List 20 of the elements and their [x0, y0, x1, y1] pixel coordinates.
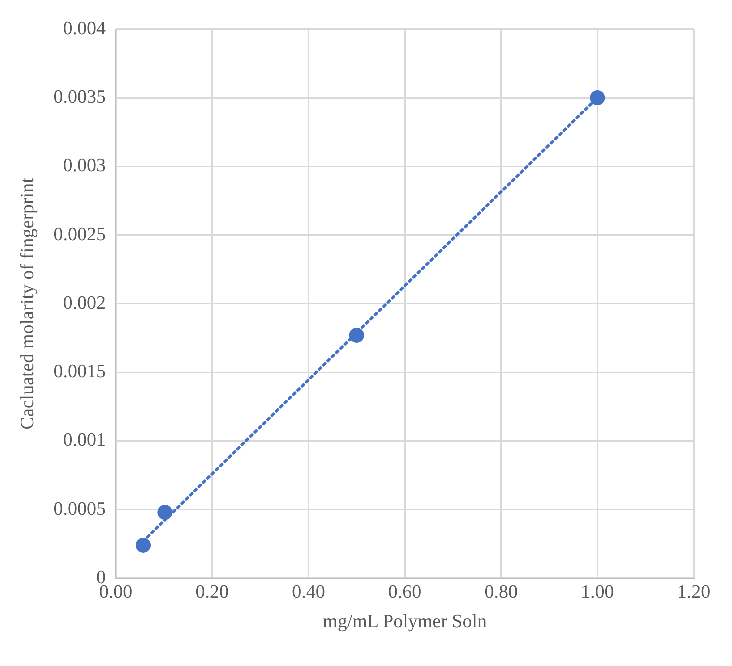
y-tick-label: 0.0035 — [54, 87, 106, 108]
x-tick-label: 0.20 — [196, 582, 229, 603]
x-tick-label: 1.20 — [677, 582, 711, 603]
y-axis-title: Cacluated molarity of fingerprint — [17, 177, 38, 430]
x-axis-title: mg/mL Polymer Soln — [323, 612, 488, 633]
x-tick-label: 0.60 — [388, 582, 422, 603]
x-tick-label: 1.00 — [581, 582, 614, 603]
point — [136, 538, 152, 553]
x-tick-label: 0.40 — [292, 582, 326, 603]
point — [158, 505, 173, 520]
y-tick-label: 0.003 — [63, 156, 106, 177]
y-tick-label: 0.0015 — [54, 362, 106, 383]
y-tick-label: 0.001 — [63, 430, 106, 452]
y-tick-label: 0.0005 — [54, 498, 106, 520]
point — [349, 328, 364, 343]
point — [590, 90, 606, 106]
y-tick-label: 0.004 — [63, 18, 107, 40]
y-tick-label: 0.0025 — [54, 224, 106, 246]
x-tick-label: 0.80 — [484, 582, 518, 603]
y-tick-label: 0.002 — [63, 292, 106, 314]
